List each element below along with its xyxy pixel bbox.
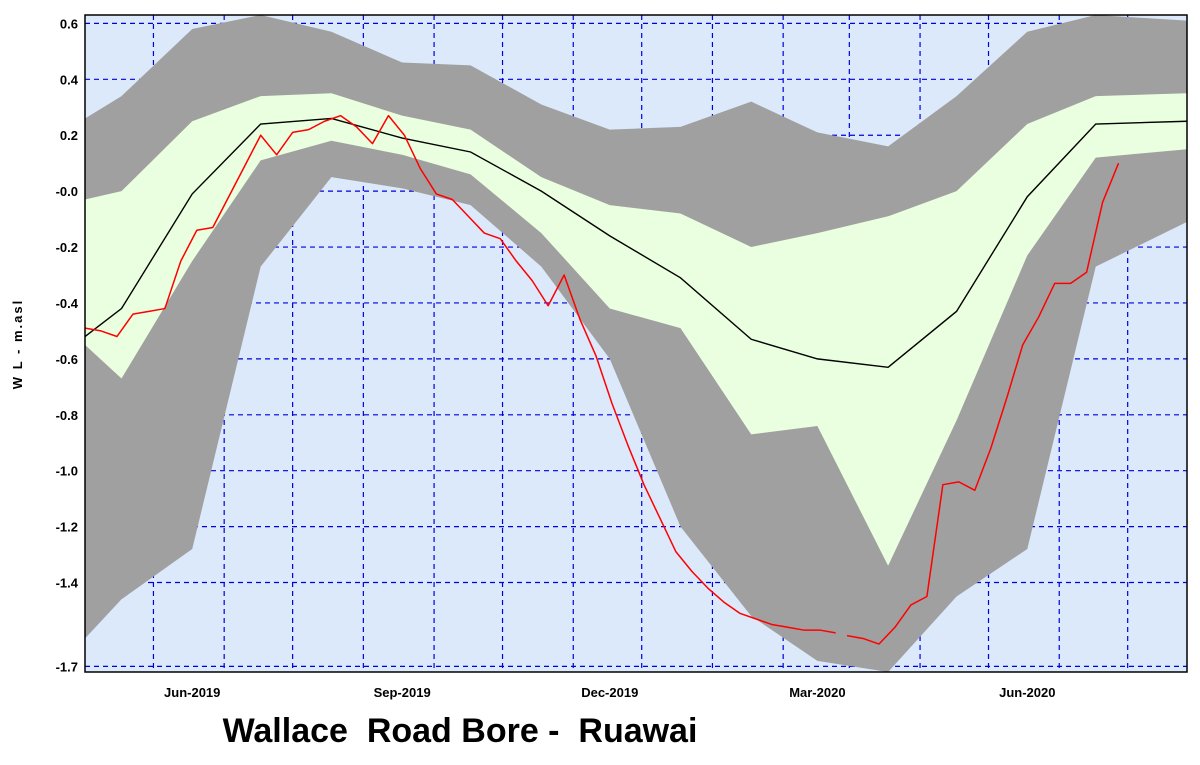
- observed-level-line: [846, 162, 1120, 645]
- x-tick-label: Jun-2020: [999, 685, 1055, 700]
- y-tick-label: -0.0: [56, 184, 78, 199]
- chart-title: Wallace Road Bore - Ruawai: [222, 712, 698, 750]
- y-tick-label: -1.0: [56, 464, 78, 479]
- x-tick-label: Dec-2019: [581, 685, 638, 700]
- y-tick-label: 0.2: [60, 128, 78, 143]
- series-lines: [84, 114, 1188, 645]
- y-tick-label: -1.4: [56, 576, 79, 591]
- x-axis-tick-labels: Jun-2019 Sep-2019 Dec-2019 Mar-2020 Jun-2020: [164, 685, 1055, 700]
- inner-range-band: [85, 93, 1187, 566]
- y-axis-tick-labels: 0.6 0.4 0.2 -0.0 -0.2 -0.4 -0.6 -0.8 -1.0 -1.2 -1.…: [56, 16, 79, 674]
- y-tick-label: -1.2: [56, 520, 78, 535]
- y-tick-label: -0.4: [56, 296, 79, 311]
- y-tick-label: 0.4: [60, 72, 79, 87]
- median-line: [84, 117, 1188, 368]
- y-tick-label: -0.6: [56, 352, 78, 367]
- y-tick-label: 0.6: [60, 16, 78, 31]
- x-tick-label: Jun-2019: [164, 685, 220, 700]
- bands: [85, 15, 1187, 672]
- x-tick-label: Sep-2019: [374, 685, 431, 700]
- y-tick-label: -0.8: [56, 408, 78, 423]
- plot-frame: [84, 14, 1188, 673]
- y-tick-label: -1.7: [56, 659, 78, 674]
- x-tick-label: Mar-2020: [789, 685, 845, 700]
- y-tick-label: -0.2: [56, 240, 78, 255]
- chart: 0.6 0.4 0.2 -0.0 -0.2 -0.4 -0.6 -0.8 -1.0 -1.2 -1.…: [10, 14, 1188, 700]
- y-axis-label: W L - m.asl: [10, 299, 25, 389]
- observed-level-line: [84, 114, 836, 634]
